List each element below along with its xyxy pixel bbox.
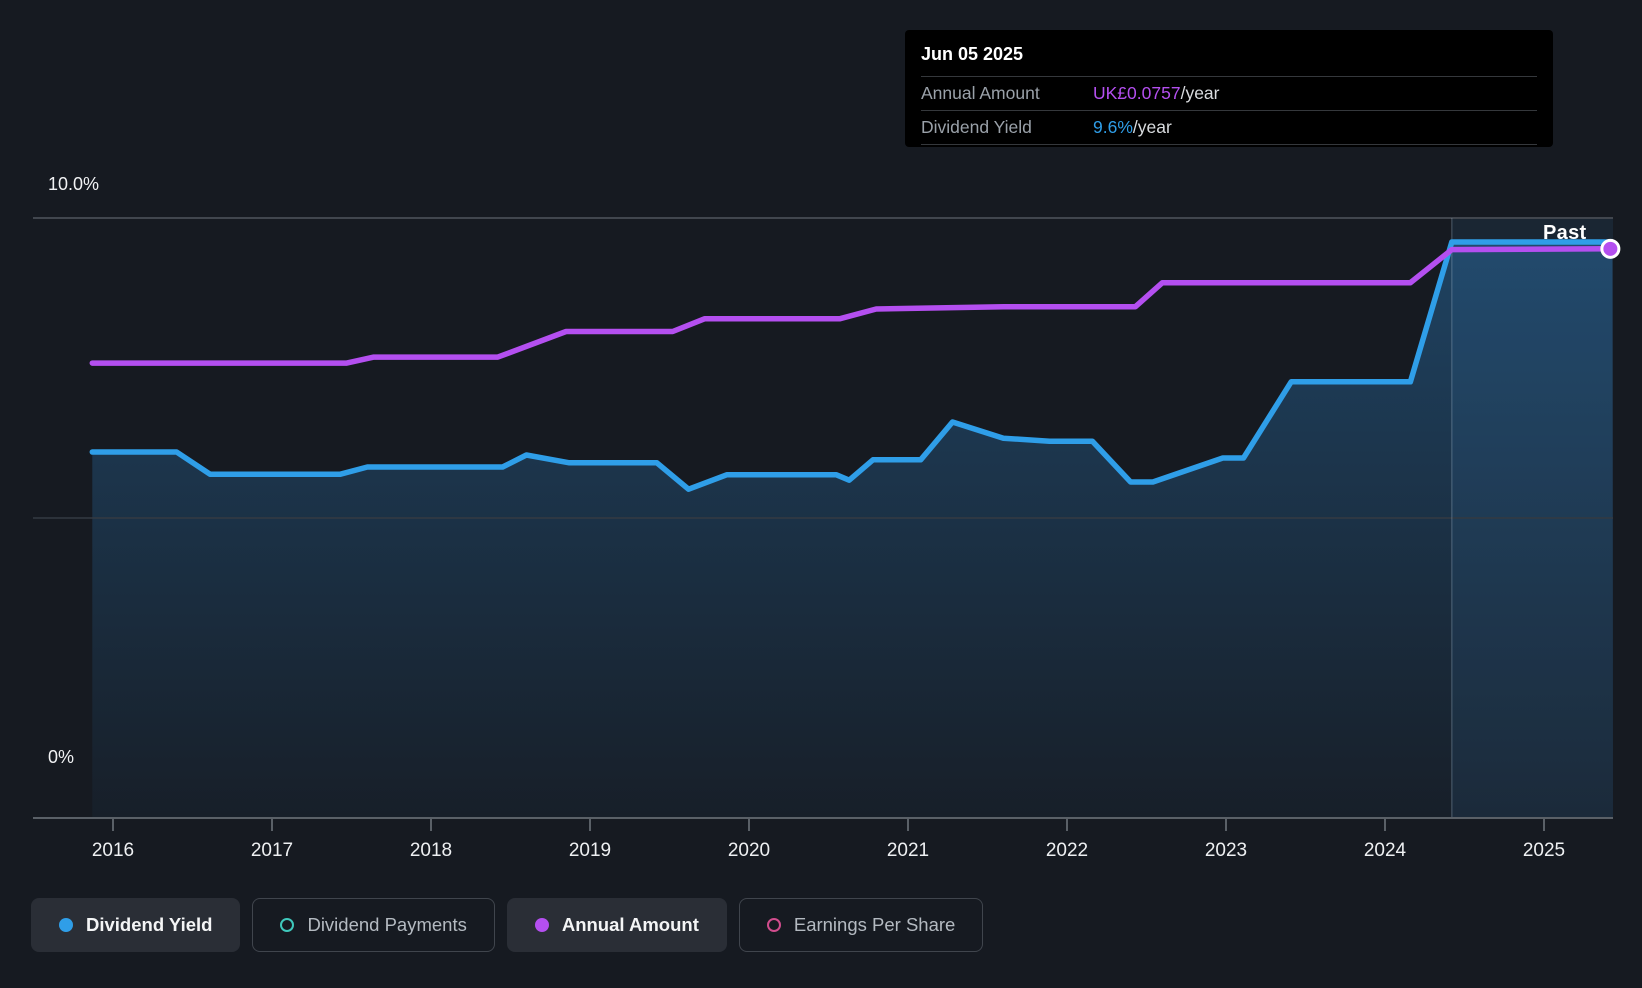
legend-label: Dividend Yield xyxy=(86,914,213,935)
chart-legend: Dividend Yield Dividend Payments Annual … xyxy=(31,898,984,952)
tooltip-value: UK£0.0757 xyxy=(1093,83,1181,103)
tooltip-row-dividend-yield: Dividend Yield 9.6% /year xyxy=(921,110,1537,145)
legend-label: Earnings Per Share xyxy=(793,914,956,935)
x-axis: 2016 2017 2018 2019 2020 2021 2022 2023 2024 2025 xyxy=(0,840,1642,870)
x-axis-label: 2022 xyxy=(1045,840,1089,861)
tooltip-label: Annual Amount xyxy=(921,83,1040,103)
y-axis-label-top: 10.0% xyxy=(48,174,100,194)
legend-button-annual-amount[interactable]: Annual Amount xyxy=(506,898,727,952)
y-axis-label-bottom: 0% xyxy=(48,747,75,767)
x-axis-label: 2017 xyxy=(250,840,294,861)
dividend-payments-ring-icon xyxy=(280,918,295,932)
x-axis-label: 2023 xyxy=(1204,840,1248,861)
dividend-yield-dot-icon xyxy=(59,918,73,932)
legend-button-earnings-per-share[interactable]: Earnings Per Share xyxy=(738,898,984,952)
earnings-per-share-ring-icon xyxy=(766,918,781,932)
legend-label: Annual Amount xyxy=(561,914,699,935)
chart-tooltip: Jun 05 2025 Annual Amount UK£0.0757 /yea… xyxy=(905,30,1553,147)
x-axis-label: 2019 xyxy=(568,840,612,861)
yield-area-fill xyxy=(92,242,1613,818)
annual-amount-line xyxy=(89,246,1616,366)
tooltip-date: Jun 05 2025 xyxy=(921,44,1024,64)
tooltip-value: 9.6% xyxy=(1093,117,1133,137)
x-axis-label: 2024 xyxy=(1363,840,1407,861)
legend-label: Dividend Payments xyxy=(307,914,467,935)
x-axis-label: 2021 xyxy=(886,840,930,861)
x-axis-label: 2018 xyxy=(409,840,453,861)
annual-amount-dot-icon xyxy=(534,918,549,932)
tooltip-label: Dividend Yield xyxy=(921,117,1032,137)
x-axis-label: 2016 xyxy=(91,840,135,861)
legend-button-dividend-yield[interactable]: Dividend Yield xyxy=(31,898,241,952)
x-axis-label: 2025 xyxy=(1522,840,1566,861)
dividend-yield-line xyxy=(89,239,1616,492)
tooltip-row-annual-amount: Annual Amount UK£0.0757 /year xyxy=(921,76,1537,110)
past-region-label: Past xyxy=(1543,222,1587,244)
tooltip-suffix: /year xyxy=(1180,83,1220,103)
current-value-marker xyxy=(1600,238,1621,259)
x-axis-label: 2020 xyxy=(727,840,771,861)
legend-button-dividend-payments[interactable]: Dividend Payments xyxy=(252,898,495,952)
tooltip-suffix: /year xyxy=(1132,117,1172,137)
